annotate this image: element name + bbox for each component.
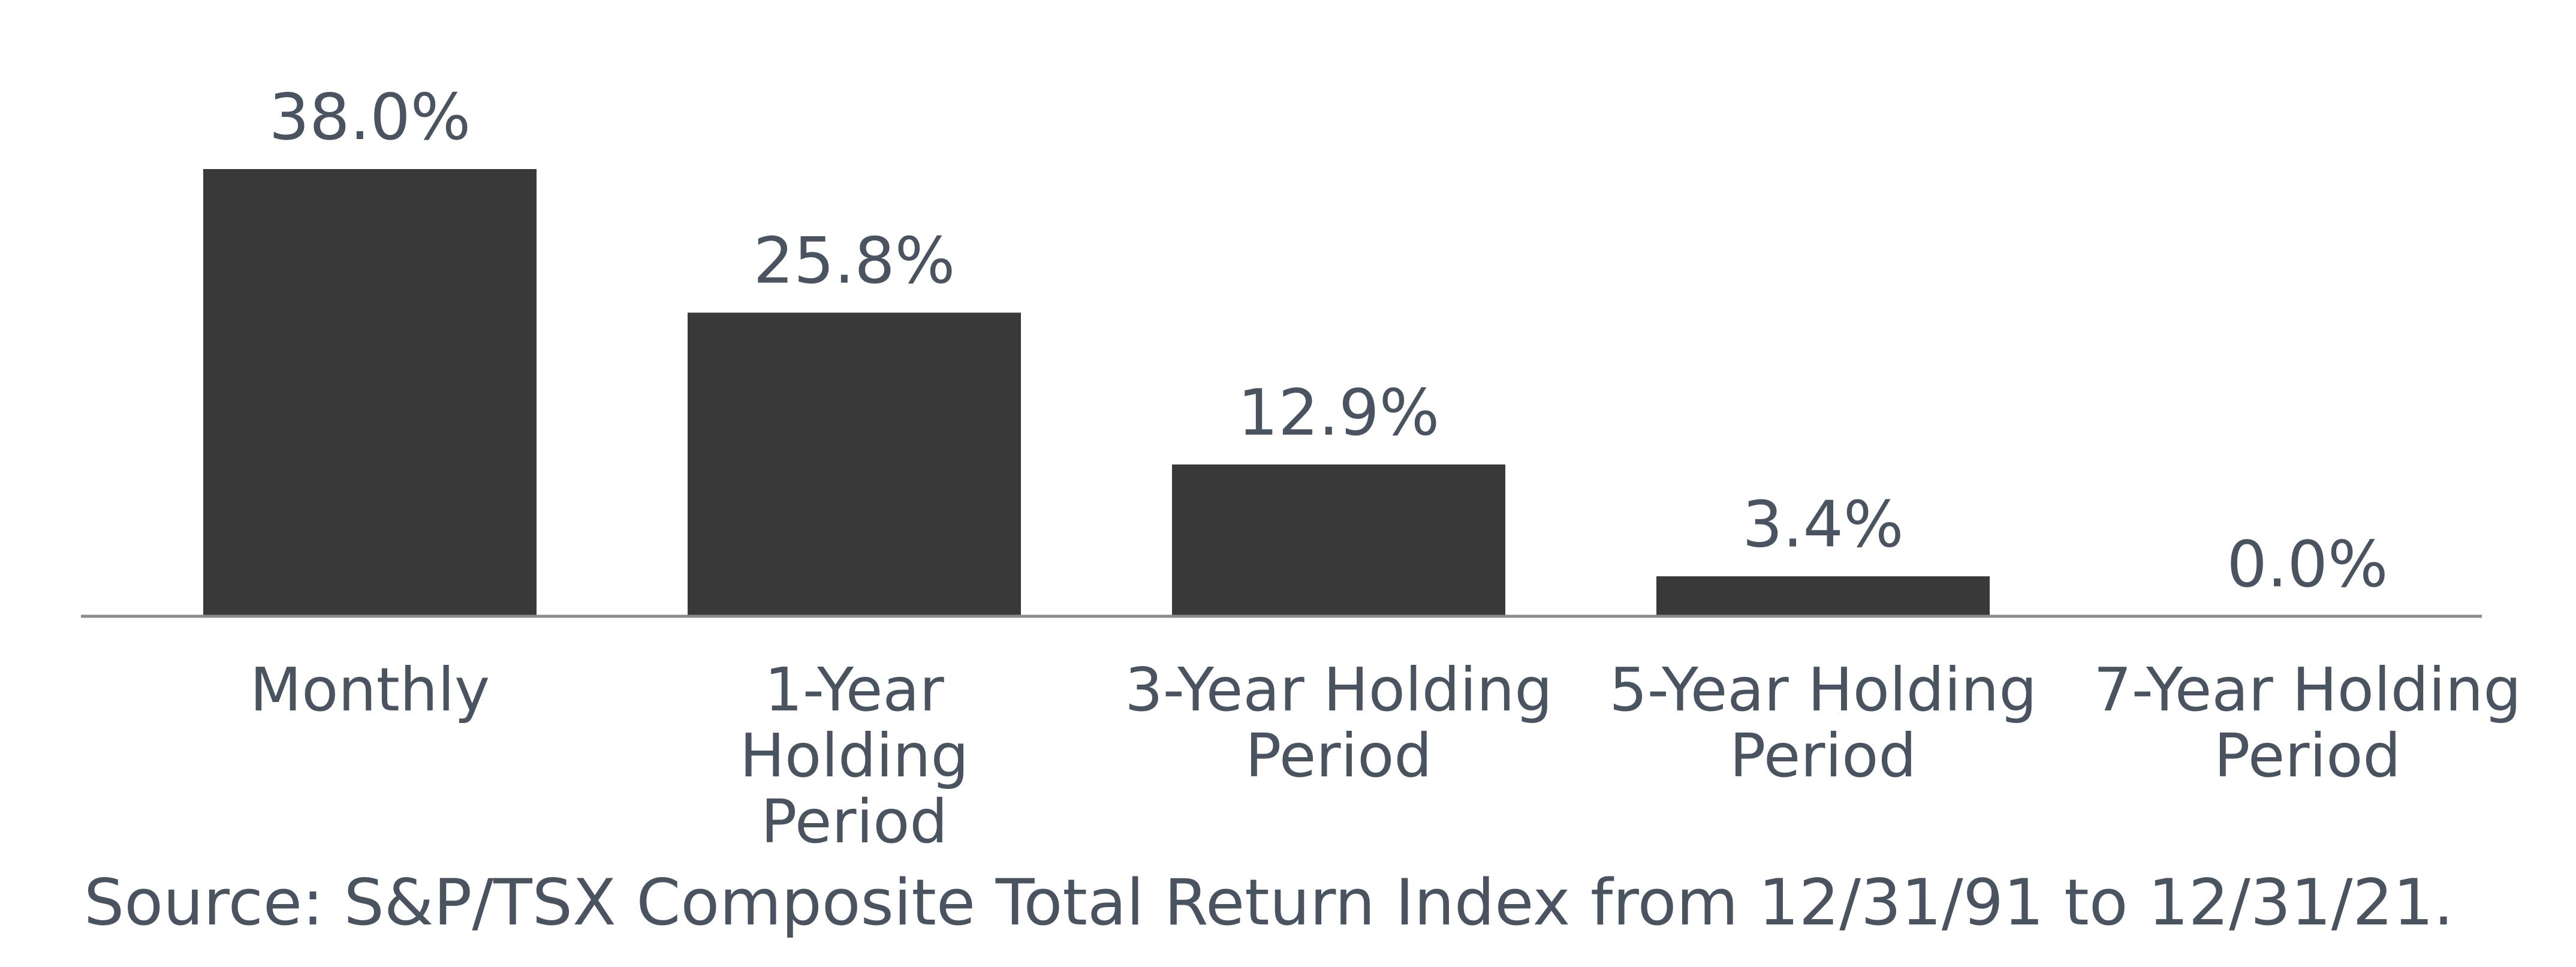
data-label-3: 12.9% <box>1238 376 1440 450</box>
bar-4 <box>1656 576 1990 616</box>
category-label-5: 7-Year Holding Period <box>2093 655 2521 791</box>
bars <box>203 169 1990 616</box>
data-label-4: 3.4% <box>1742 487 1903 561</box>
bar-3 <box>1172 464 1505 616</box>
category-label-line: 1-Year <box>764 655 944 725</box>
data-label-1: 38.0% <box>269 80 471 154</box>
data-labels: 38.0% 25.8% 12.9% 3.4% 0.0% <box>269 80 2388 601</box>
category-label-line: Monthly <box>250 655 490 725</box>
category-label-line: 7-Year Holding <box>2093 655 2521 725</box>
category-label-line: Period <box>2214 721 2401 791</box>
category-label-3: 3-Year Holding Period <box>1125 655 1553 791</box>
category-label-line: 5-Year Holding <box>1609 655 2037 725</box>
category-label-line: 3-Year Holding <box>1125 655 1553 725</box>
source-note: Source: S&P/TSX Composite Total Return I… <box>84 866 2454 939</box>
category-label-line: Holding <box>740 721 969 791</box>
data-label-5: 0.0% <box>2226 528 2388 601</box>
bar-1 <box>203 169 537 616</box>
category-label-line: Period <box>1730 721 1917 791</box>
category-label-line: Period <box>761 787 948 857</box>
category-label-line: Period <box>1245 721 1432 791</box>
bar-2 <box>688 312 1021 616</box>
category-label-2: 1-Year Holding Period <box>740 655 969 857</box>
data-label-2: 25.8% <box>754 224 956 298</box>
category-label-1: Monthly <box>250 655 490 725</box>
category-label-4: 5-Year Holding Period <box>1609 655 2037 791</box>
